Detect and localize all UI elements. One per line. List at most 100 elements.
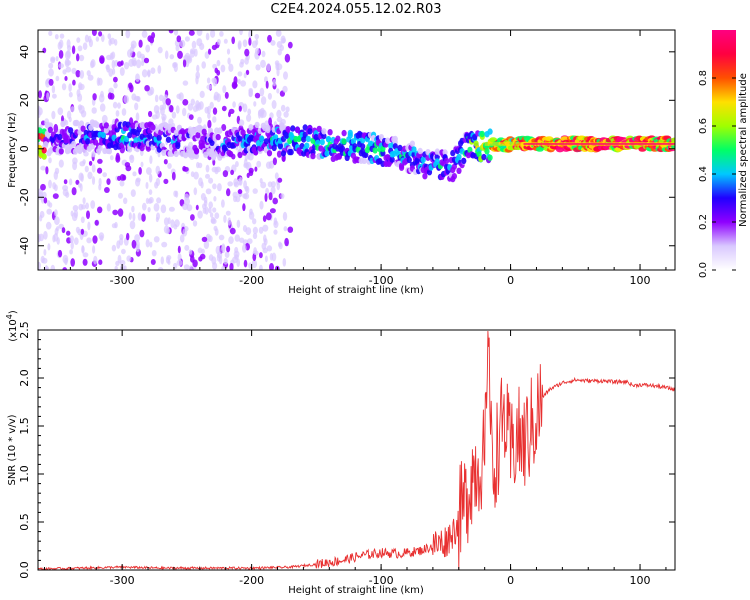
noise-speckle bbox=[168, 206, 175, 212]
noise-speckle bbox=[38, 107, 43, 116]
ridge-speckle bbox=[318, 145, 324, 152]
ridge-speckle bbox=[341, 138, 347, 145]
ridge-speckle bbox=[456, 153, 462, 161]
noise-speckle bbox=[219, 31, 224, 37]
noise-speckle bbox=[218, 234, 225, 241]
noise-speckle bbox=[78, 203, 84, 211]
noise-speckle bbox=[233, 250, 240, 258]
noise-speckle bbox=[71, 67, 77, 74]
noise-speckle bbox=[115, 110, 120, 117]
noise-speckle bbox=[153, 105, 160, 114]
noise-speckle bbox=[272, 78, 277, 87]
noise-speckle bbox=[246, 114, 252, 122]
noise-speckle bbox=[112, 209, 119, 216]
noise-speckle bbox=[47, 243, 51, 251]
noise-speckle bbox=[40, 165, 47, 171]
noise-speckle bbox=[242, 203, 246, 212]
noise-speckle bbox=[106, 64, 110, 73]
noise-speckle bbox=[68, 178, 73, 186]
noise-speckle bbox=[176, 259, 183, 266]
noise-speckle bbox=[269, 263, 274, 270]
noise-speckle bbox=[101, 34, 105, 43]
ridge-speckle bbox=[456, 167, 462, 174]
noise-speckle bbox=[140, 161, 144, 168]
ridge-speckle bbox=[335, 135, 341, 142]
noise-speckle bbox=[146, 167, 152, 175]
ridge-speckle bbox=[156, 134, 162, 142]
noise-speckle bbox=[174, 219, 180, 228]
noise-speckle bbox=[209, 212, 214, 218]
noise-speckle bbox=[57, 107, 64, 116]
noise-speckle bbox=[266, 62, 271, 72]
noise-speckle bbox=[122, 174, 127, 181]
noise-speckle bbox=[78, 182, 82, 188]
noise-speckle bbox=[48, 30, 53, 36]
noise-speckle bbox=[195, 75, 199, 85]
noise-speckle bbox=[62, 69, 67, 75]
noise-speckle bbox=[183, 166, 189, 172]
noise-speckle bbox=[169, 105, 174, 113]
ridge-speckle bbox=[350, 138, 356, 145]
noise-speckle bbox=[120, 60, 124, 66]
ridge-speckle bbox=[321, 128, 327, 135]
noise-speckle bbox=[232, 101, 236, 108]
noise-speckle bbox=[141, 69, 148, 78]
x-axis-label: Height of straight line (km) bbox=[288, 285, 424, 296]
y-tick-label: 0.0 bbox=[18, 561, 31, 579]
noise-speckle bbox=[84, 165, 89, 173]
noise-speckle bbox=[138, 39, 143, 48]
noise-speckle bbox=[69, 235, 75, 243]
noise-speckle bbox=[237, 189, 243, 195]
noise-speckle bbox=[184, 197, 190, 206]
noise-speckle bbox=[145, 239, 150, 248]
noise-speckle bbox=[199, 90, 205, 98]
ridge-speckle bbox=[43, 141, 49, 148]
noise-speckle bbox=[48, 62, 54, 69]
ridge-speckle bbox=[266, 150, 273, 157]
ridge-speckle bbox=[85, 138, 91, 145]
noise-speckle bbox=[76, 37, 81, 43]
noise-speckle bbox=[112, 68, 116, 75]
noise-speckle bbox=[212, 158, 216, 166]
noise-speckle bbox=[221, 265, 226, 270]
noise-speckle bbox=[148, 110, 153, 118]
noise-speckle bbox=[98, 259, 103, 266]
noise-speckle bbox=[99, 57, 105, 64]
noise-speckle bbox=[176, 35, 182, 43]
noise-speckle bbox=[97, 158, 103, 164]
y-scale-label: (x104) bbox=[5, 310, 19, 342]
noise-speckle bbox=[135, 244, 140, 253]
noise-speckle bbox=[52, 193, 59, 200]
noise-speckle bbox=[84, 34, 89, 43]
noise-speckle bbox=[82, 42, 88, 50]
noise-speckle bbox=[253, 101, 257, 107]
noise-speckle bbox=[81, 245, 85, 254]
noise-speckle bbox=[205, 164, 210, 173]
ridge-speckle bbox=[103, 127, 109, 134]
noise-speckle bbox=[104, 187, 110, 193]
noise-speckle bbox=[134, 234, 141, 242]
ridge-speckle bbox=[363, 151, 369, 159]
noise-speckle bbox=[149, 155, 153, 165]
noise-speckle bbox=[148, 189, 153, 196]
noise-speckle bbox=[184, 36, 190, 42]
noise-speckle bbox=[129, 84, 134, 93]
noise-speckle bbox=[248, 37, 252, 46]
noise-speckle bbox=[243, 158, 248, 168]
noise-speckle bbox=[261, 242, 267, 250]
noise-speckle bbox=[54, 216, 60, 226]
noise-speckle bbox=[137, 212, 142, 221]
noise-speckle bbox=[40, 255, 45, 264]
noise-speckle bbox=[208, 254, 214, 261]
colorbar-label: Normalized spectral amplitude bbox=[738, 73, 749, 227]
ridge-speckle bbox=[473, 140, 479, 147]
noise-speckle bbox=[79, 54, 85, 62]
noise-speckle bbox=[201, 61, 206, 69]
noise-speckle bbox=[283, 71, 288, 80]
heatmap-speckles bbox=[38, 30, 675, 270]
ridge-speckle bbox=[57, 133, 63, 141]
noise-speckle bbox=[78, 82, 83, 91]
ridge-speckle bbox=[68, 127, 74, 134]
noise-speckle bbox=[176, 93, 182, 100]
noise-speckle bbox=[45, 166, 49, 175]
